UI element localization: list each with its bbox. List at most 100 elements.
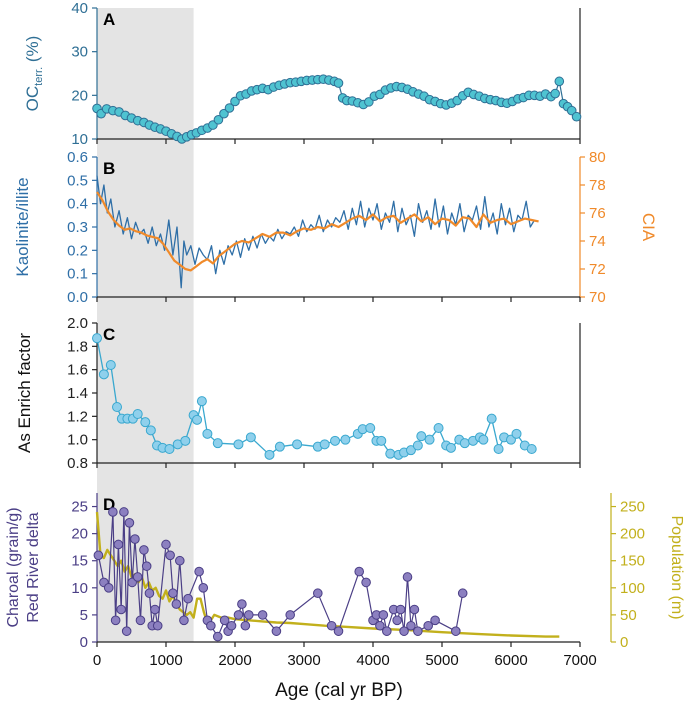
data-point-charcoal [392,615,402,626]
data-point-charcoal [285,610,296,620]
data-point-as-enrich [424,434,435,445]
data-point-as-enrich [330,435,341,446]
data-point-as-enrich [132,409,143,419]
y-tick-label: 0.5 [67,172,88,189]
y-axis-label: As Enrich factor [15,333,34,453]
y2-axis-label: Population (m) [668,515,685,619]
ylabel-subscript: terr. [33,67,45,86]
data-point-charcoal [378,610,389,620]
data-point-charcoal [413,626,423,636]
y2-tick-label: 50 [620,607,637,624]
data-point-charcoal [313,588,323,599]
series-line-kaolinite-illite [96,175,536,289]
data-point-as-enrich [202,428,213,439]
panels: 10 20 30 40 A OCterr. (%) 0.0 0.1 0.2 0.3 0.4 0.5 0.… [5,0,685,669]
data-point-as-enrich [98,369,109,380]
y-tick-label: 0.8 [67,455,88,472]
series-line-charcoal [97,511,464,638]
data-point-octerr [554,76,565,87]
data-point-octerr [364,97,374,107]
y-tick-label: 30 [71,44,88,61]
y-tick-label: 0.2 [67,242,88,259]
data-point-charcoal [257,610,268,620]
data-point-as-enrich [376,435,387,446]
data-point-as-enrich [433,423,444,433]
y-tick-label: 1.8 [67,338,88,355]
data-point-charcoal [361,577,371,588]
data-point-as-enrich [478,434,489,445]
y-tick-label: 10 [71,131,88,148]
data-point-charcoal [161,539,171,550]
y-tick-label: 10 [71,580,88,597]
data-point-charcoal [119,507,129,517]
data-point-charcoal [395,604,406,615]
y-tick-label: 20 [71,526,88,543]
data-point-charcoal [375,620,385,631]
data-point-charcoal [121,626,132,636]
x-tick-label: 4000 [356,652,389,669]
data-point-charcoal [103,583,114,593]
data-point-charcoal [406,620,416,631]
x-tick-label: 3000 [287,652,320,669]
data-point-as-enrich [493,444,504,454]
data-point-charcoal [451,626,461,636]
data-point-as-enrich [105,360,116,370]
data-point-as-enrich [340,434,351,445]
y-tick-label: 0.6 [67,149,88,166]
data-point-charcoal [206,620,216,631]
data-point-charcoal [171,599,182,609]
y-axis-label: Red River delta [25,512,42,622]
y-axis-label: Charoal (grain/g) [5,507,22,627]
y2-tick-label: 100 [620,580,645,597]
data-point-charcoal [168,588,178,599]
data-point-charcoal [233,610,244,620]
data-point-charcoal [423,620,434,631]
data-point-as-enrich [196,396,207,407]
y2-tick-label: 78 [589,177,606,194]
data-point-as-enrich [416,431,427,442]
y-tick-label: 0 [80,634,88,651]
data-point-as-enrich [365,423,376,433]
y2-tick-label: 200 [620,526,645,543]
data-point-octerr [224,103,235,113]
data-point-octerr [230,96,240,107]
data-point-as-enrich [412,440,423,451]
data-point-charcoal [226,620,237,631]
y-tick-label: 1.4 [67,385,88,402]
y-tick-label: 1.0 [67,432,88,449]
data-point-as-enrich [511,428,522,439]
data-point-charcoal [198,583,209,593]
y-tick-label: 0.0 [67,289,88,306]
data-point-charcoal [113,539,124,550]
data-point-charcoal [194,566,204,577]
data-point-charcoal [326,620,337,631]
series-line-cia [96,191,539,272]
ylabel-main: OC [23,86,42,112]
y2-tick-label: 74 [589,233,606,250]
x-tick-label: 1000 [149,652,182,669]
y2-tick-label: 76 [589,205,606,222]
data-point-octerr [333,78,344,88]
data-point-charcoal [237,599,247,609]
data-point-charcoal [93,550,104,561]
data-point-charcoal [219,615,230,626]
data-point-octerr [213,114,224,125]
data-point-as-enrich [212,438,223,449]
data-point-charcoal [152,620,163,631]
data-point-as-enrich [486,413,497,424]
x-tick-label: 7000 [563,652,596,669]
y-tick-label: 0.3 [67,219,88,236]
data-point-charcoal [110,615,121,626]
data-point-as-enrich [245,432,256,443]
data-point-charcoal [354,566,365,577]
data-point-charcoal [150,604,160,615]
x-axis-label: Age (cal yr BP) [275,680,403,701]
data-point-charcoal [399,626,409,636]
panel-label: A [103,10,115,29]
data-point-as-enrich [180,435,191,446]
x-tick-label: 6000 [494,652,527,669]
y-tick-label: 20 [71,87,88,104]
y2-tick-label: 70 [589,289,606,306]
data-point-charcoal [144,588,155,599]
